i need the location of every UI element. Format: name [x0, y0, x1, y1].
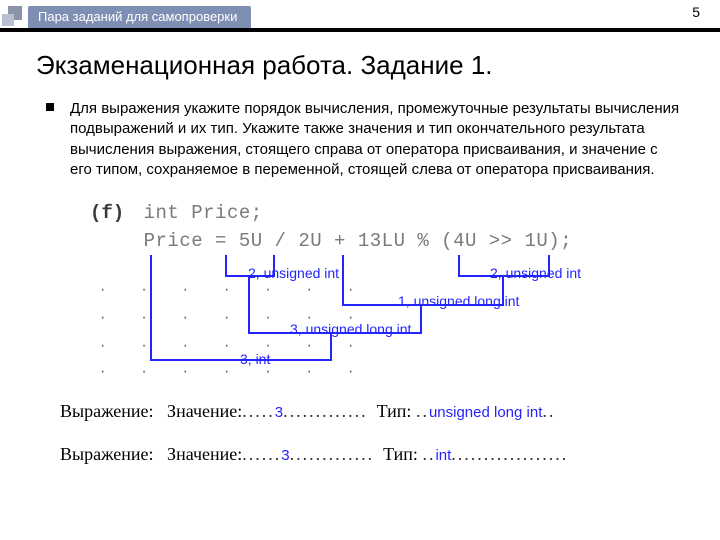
page-number: 5 — [692, 4, 700, 20]
ans2-value: 3 — [281, 447, 289, 464]
lbl-expr-2: Выражение: — [60, 444, 154, 464]
annotation-diagram: ······· ······· ······· ······· 2, unsig… — [90, 259, 720, 389]
lbl-type-1: Тип: — [377, 401, 412, 421]
s2-v1 — [458, 255, 460, 275]
header-rule — [0, 28, 720, 32]
s4-v1 — [248, 275, 250, 332]
code-line-2-lhs: Price = — [144, 230, 239, 252]
s5-v2 — [330, 332, 332, 359]
ans1-value: 3 — [275, 404, 283, 421]
annotation-step4: 3, unsigned long int — [290, 321, 411, 337]
lbl-value-2: Значение: — [167, 444, 242, 464]
code-block: (f) int Price; (f) Price = 5U / 2U + 13L… — [90, 200, 720, 255]
s5-v1 — [150, 255, 152, 359]
lbl-value-1: Значение: — [167, 401, 242, 421]
ans1-type: unsigned long int — [429, 404, 542, 421]
lbl-type-2: Тип: — [383, 444, 418, 464]
decor-square-light — [2, 14, 14, 26]
slide-title: Экзаменационная работа. Задание 1. — [36, 50, 720, 81]
task-text: Для выражения укажите порядок вычисления… — [70, 100, 679, 178]
task-paragraph: Для выражения укажите порядок вычисления… — [70, 99, 680, 180]
code-line-1: int Price; — [144, 202, 263, 224]
ans2-type: int — [435, 447, 451, 464]
annotation-step3: 1, unsigned long int — [398, 293, 519, 309]
code-label: (f) — [90, 202, 124, 224]
lbl-expr-1: Выражение: — [60, 401, 154, 421]
s4-v2 — [420, 304, 422, 332]
code-line-2-rhs: 5U / 2U + 13LU % (4U >> 1U); — [239, 230, 572, 252]
answer-row-2: Выражение: Значение:......3.............… — [60, 444, 720, 465]
bullet-icon — [46, 103, 54, 111]
s3-v1 — [342, 255, 344, 304]
slide-header: Пара заданий для самопроверки 5 — [0, 0, 720, 30]
answer-row-1: Выражение: Значение:.....3............. … — [60, 401, 720, 422]
annotation-step1: 2, unsigned int — [248, 265, 339, 281]
s1-v1 — [225, 255, 227, 275]
annotation-step5: 3, int — [240, 351, 270, 367]
dot-row-1: ······· — [100, 281, 389, 299]
tab-bar: Пара заданий для самопроверки 5 — [0, 0, 720, 28]
